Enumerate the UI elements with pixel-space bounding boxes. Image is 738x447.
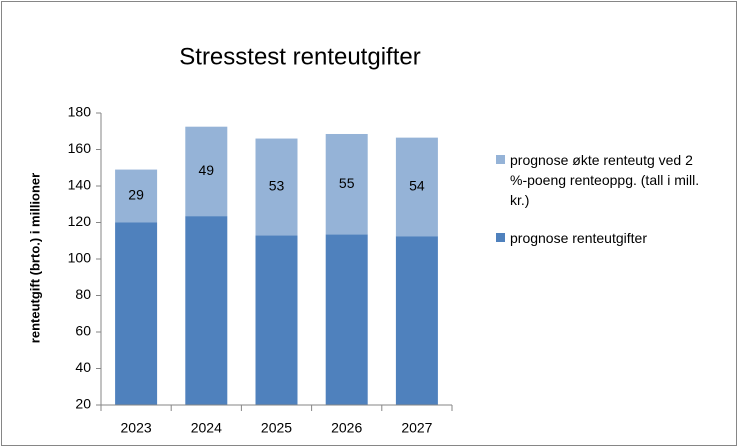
chart-title: Stresstest renteutgifter bbox=[179, 43, 420, 70]
y-axis-label: renteutgift (brto.) i millioner bbox=[27, 173, 42, 343]
legend-swatch bbox=[496, 233, 505, 242]
x-tick-label: 2023 bbox=[121, 420, 152, 436]
y-tick-label: 20 bbox=[75, 396, 91, 412]
bar-segment bbox=[395, 137, 438, 237]
legend: prognose økte renteutg ved 2 %-poeng ren… bbox=[496, 150, 711, 266]
legend-label: prognose renteutgifter bbox=[510, 230, 647, 246]
legend-label: prognose økte renteutg ved 2 %-poeng ren… bbox=[510, 152, 700, 208]
bar-segment bbox=[255, 235, 298, 405]
x-tick-label: 2026 bbox=[331, 420, 362, 436]
y-tick-label: 140 bbox=[68, 177, 92, 193]
data-label: 55 bbox=[339, 175, 355, 191]
x-tick-label: 2027 bbox=[401, 420, 432, 436]
y-tick-label: 120 bbox=[68, 213, 92, 229]
y-tick-label: 80 bbox=[75, 286, 91, 302]
bar-segment bbox=[255, 138, 298, 236]
x-tick-label: 2025 bbox=[261, 420, 292, 436]
data-label: 53 bbox=[269, 178, 285, 194]
bar-segment bbox=[325, 234, 368, 405]
y-tick-label: 180 bbox=[68, 104, 92, 120]
bar-segment bbox=[185, 216, 228, 405]
legend-swatch bbox=[496, 155, 505, 164]
y-tick-label: 100 bbox=[68, 250, 92, 266]
bar-segment bbox=[185, 126, 228, 217]
data-label: 49 bbox=[199, 162, 215, 178]
bar-segment bbox=[115, 222, 158, 405]
x-tick-label: 2024 bbox=[191, 420, 222, 436]
bar-segment bbox=[395, 236, 438, 405]
y-tick-label: 40 bbox=[75, 359, 91, 375]
data-label: 54 bbox=[409, 178, 425, 194]
y-tick-label: 160 bbox=[68, 140, 92, 156]
y-tick-label: 60 bbox=[75, 323, 91, 339]
data-label: 29 bbox=[128, 187, 144, 203]
bar-segment bbox=[115, 169, 158, 223]
legend-item: prognose økte renteutg ved 2 %-poeng ren… bbox=[496, 150, 711, 210]
bar-segment bbox=[325, 133, 368, 235]
legend-item: prognose renteutgifter bbox=[496, 228, 711, 248]
